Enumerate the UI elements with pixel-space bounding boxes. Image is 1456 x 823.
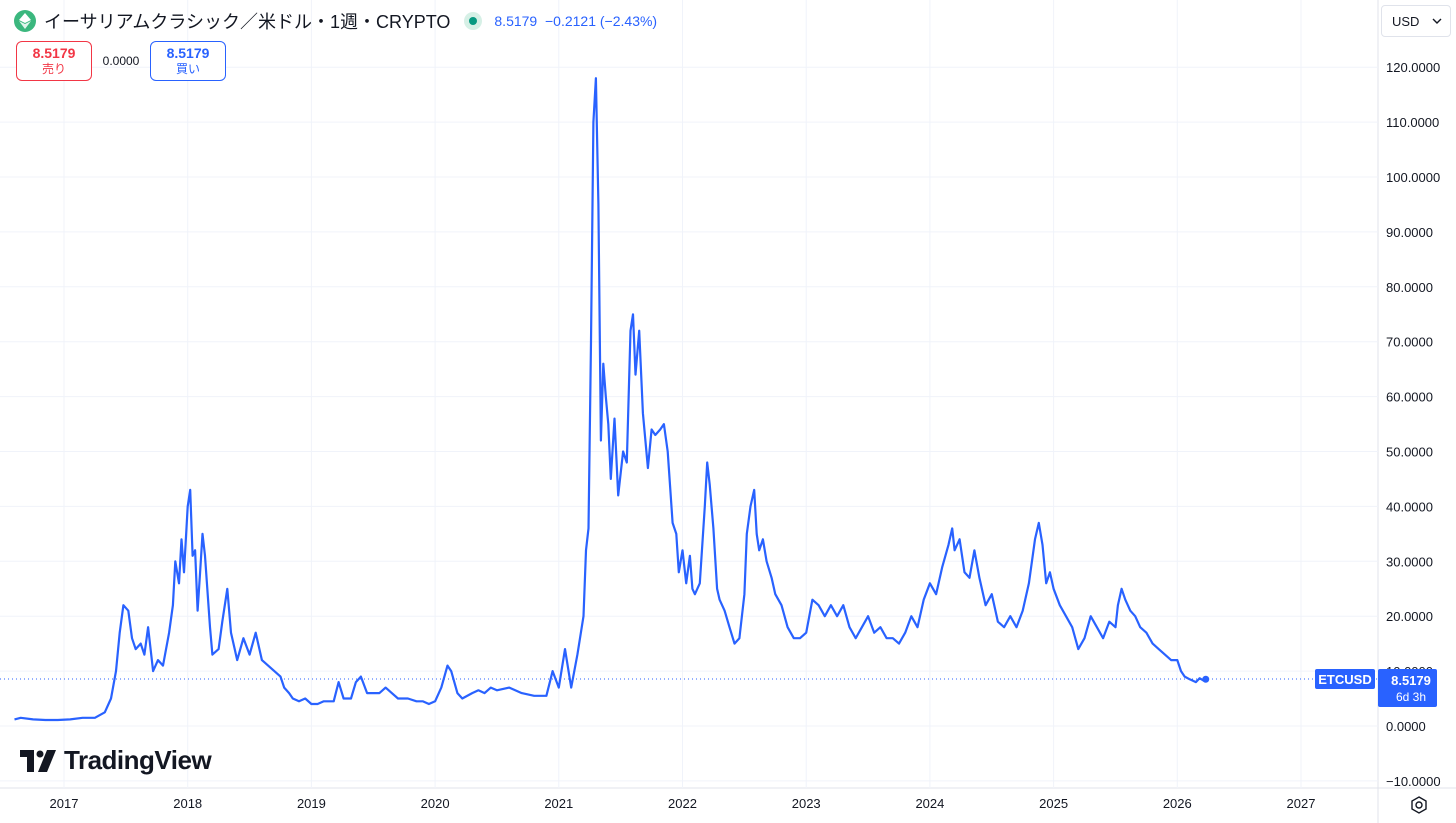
tradingview-logo-icon [20,749,56,772]
gear-icon[interactable] [1406,792,1432,818]
buy-price: 8.5179 [166,45,210,61]
x-tick-label: 2024 [915,796,944,811]
x-tick-label: 2020 [421,796,450,811]
buy-button[interactable]: 8.5179 買い [150,41,226,81]
x-tick-label: 2018 [173,796,202,811]
last-price: 8.5179 [494,13,538,29]
y-tick-label: −10.0000 [1386,774,1441,789]
currency-select[interactable]: USD [1381,5,1451,37]
x-tick-label: 2021 [544,796,573,811]
price-tag-countdown: 6d 3h [1396,690,1426,704]
sell-price: 8.5179 [32,45,76,61]
y-tick-label: 120.0000 [1386,60,1440,75]
trade-buttons: 8.5179 売り 0.0000 8.5179 買い [16,41,226,81]
sell-label: 売り [41,62,66,76]
ethereum-classic-icon [14,10,36,32]
buy-label: 買い [175,62,200,76]
y-tick-label: 0.0000 [1386,719,1426,734]
price-tag-symbol: ETCUSD [1318,672,1371,687]
x-tick-label: 2019 [297,796,326,811]
y-tick-label: 100.0000 [1386,170,1440,185]
y-tick-label: 80.0000 [1386,280,1433,295]
x-tick-label: 2026 [1163,796,1192,811]
price-info: 8.5179 −0.2121 (−2.43%) [494,13,657,29]
chevron-down-icon [1432,18,1442,24]
x-tick-label: 2022 [668,796,697,811]
y-tick-label: 60.0000 [1386,390,1433,405]
y-tick-label: 20.0000 [1386,609,1433,624]
y-tick-label: 40.0000 [1386,499,1433,514]
x-axis: 2017 2018 2019 2020 2021 2022 2023 2024 2025 2026… [50,796,1316,811]
x-tick-label: 2023 [792,796,821,811]
symbol-title[interactable]: イーサリアムクラシック／米ドル・1週・CRYPTO [44,12,451,32]
last-point-marker [1202,675,1210,683]
x-tick-label: 2027 [1287,796,1316,811]
y-tick-label: 50.0000 [1386,445,1433,460]
chart-header: イーサリアムクラシック／米ドル・1週・CRYPTO 8.5179 −0.2121… [14,8,657,34]
price-change-pct: (−2.43%) [599,13,658,29]
tradingview-logo[interactable]: TradingView [20,745,212,776]
series-line [14,77,1207,722]
x-tick-label: 2025 [1039,796,1068,811]
y-tick-label: 90.0000 [1386,225,1433,240]
y-tick-label: 110.0000 [1386,115,1439,130]
logo-text: TradingView [64,745,212,775]
y-tick-label: 30.0000 [1386,554,1433,569]
market-open-dot[interactable] [464,12,483,30]
current-price-tag: ETCUSD 8.5179 6d 3h [1315,669,1437,707]
currency-label: USD [1392,13,1420,29]
spread-value: 0.0000 [102,54,140,68]
x-tick-label: 2017 [50,796,79,811]
y-tick-label: 70.0000 [1386,335,1433,350]
price-change: −0.2121 [545,13,596,29]
sell-button[interactable]: 8.5179 売り [16,41,92,81]
price-tag-value: 8.5179 [1391,673,1431,688]
